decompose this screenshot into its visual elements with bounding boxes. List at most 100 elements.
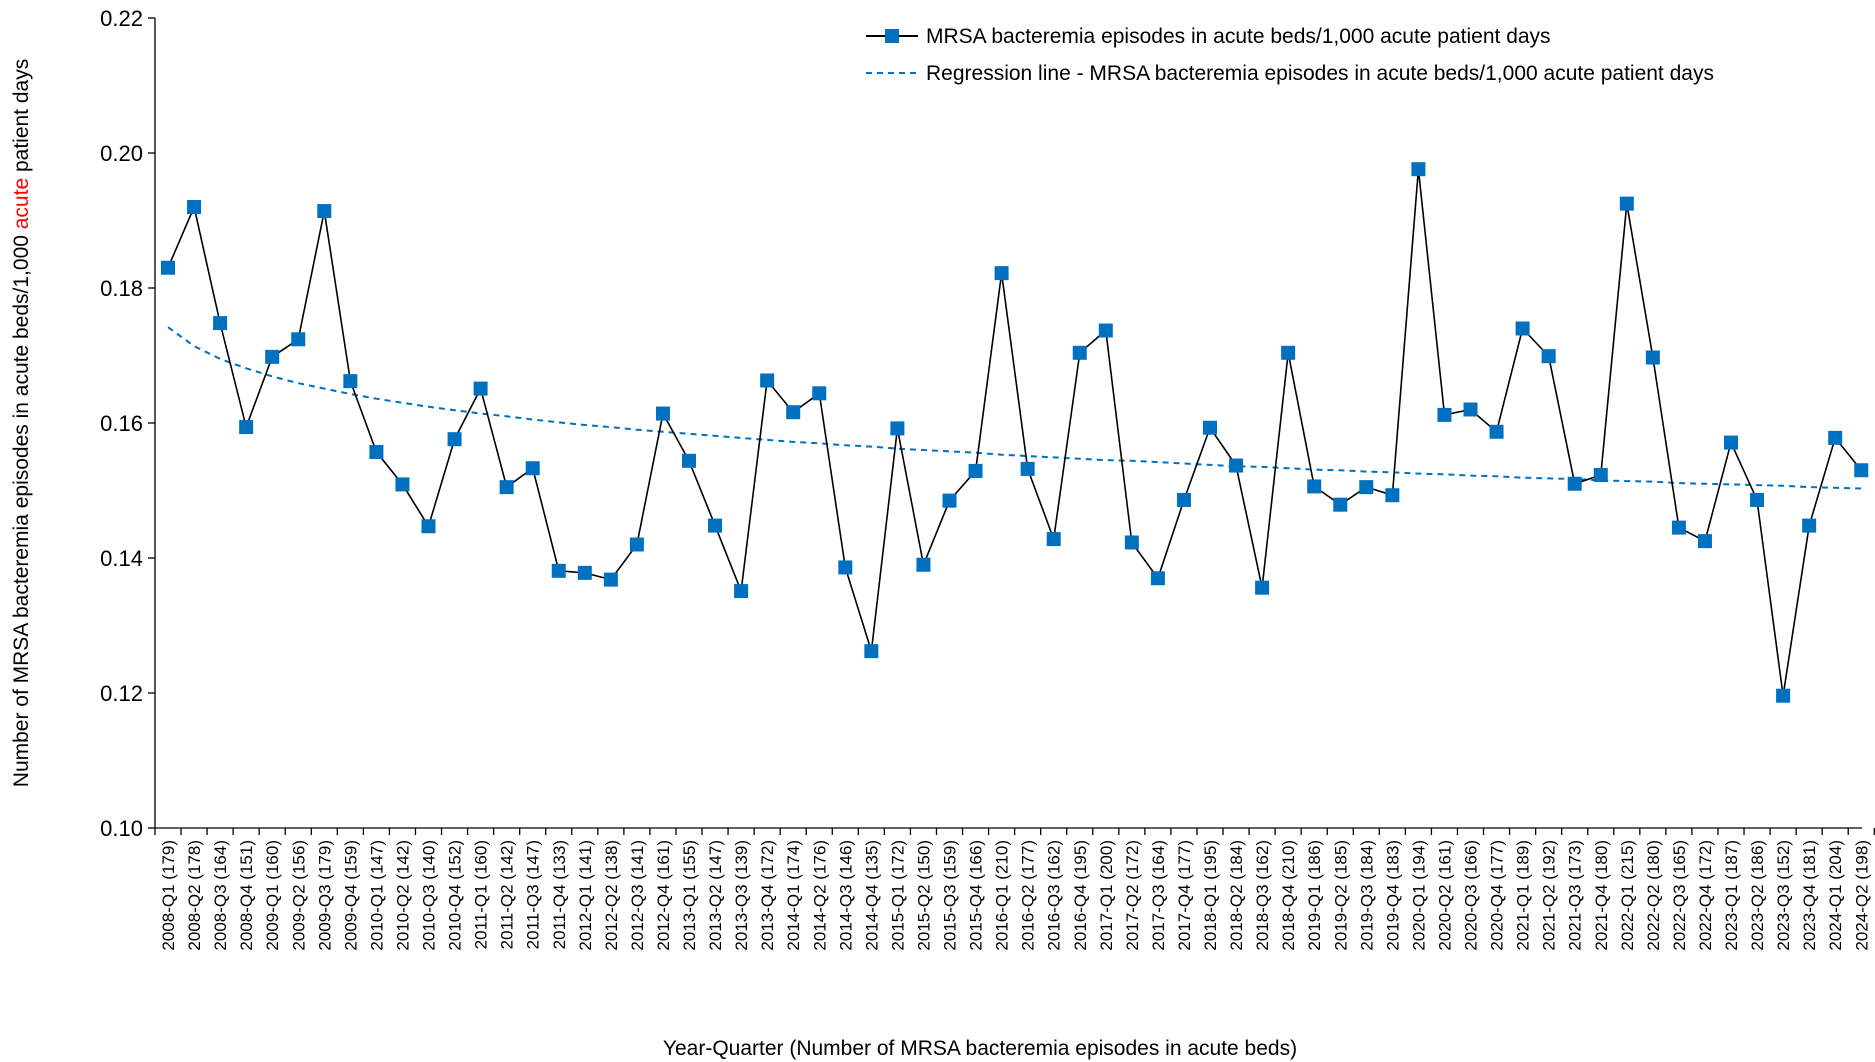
x-tick-label: 2023-Q1 (187): [1722, 840, 1741, 951]
data-point-marker: [1385, 488, 1400, 503]
x-tick-label: 2009-Q3 (179): [315, 840, 334, 951]
x-tick-label: 2011-Q1 (160): [472, 840, 491, 949]
x-tick-label: 2015-Q1 (172): [888, 840, 907, 951]
x-tick-label: 2014-Q2 (176): [810, 840, 829, 951]
x-tick-label: 2017-Q1 (200): [1097, 840, 1116, 951]
data-point-marker: [1645, 350, 1660, 365]
data-point-marker: [916, 557, 931, 572]
x-tick-label: 2016-Q4 (195): [1071, 840, 1090, 951]
data-point-marker: [1255, 580, 1270, 595]
legend-entry-observed: MRSA bacteremia episodes in acute beds/1…: [926, 25, 1551, 48]
data-point-marker: [786, 405, 801, 420]
data-point-marker: [864, 644, 879, 659]
data-point-marker: [421, 519, 436, 534]
data-point-marker: [291, 332, 306, 347]
legend-entry-regression: Regression line - MRSA bacteremia episod…: [926, 62, 1714, 85]
data-point-marker: [161, 260, 175, 275]
data-point-marker: [1124, 535, 1139, 550]
data-point-marker: [213, 316, 228, 331]
data-point-marker: [1411, 162, 1426, 177]
data-point-marker: [447, 432, 462, 447]
x-tick-label: 2020-Q3 (166): [1462, 840, 1481, 951]
y-axis-title-part-3: patient days: [10, 59, 33, 178]
x-tick-label: 2008-Q3 (164): [211, 840, 230, 951]
x-tick-label: 2008-Q2 (178): [185, 840, 204, 951]
x-tick-label: 2012-Q3 (141): [628, 840, 647, 951]
x-tick-label: 2008-Q4 (151): [237, 840, 256, 951]
data-point-marker: [265, 349, 280, 364]
data-point-marker: [1802, 518, 1817, 533]
x-tick-label: 2021-Q2 (192): [1540, 840, 1559, 951]
data-point-marker: [1020, 461, 1035, 476]
data-point-marker: [1750, 492, 1765, 507]
data-point-marker: [1489, 424, 1504, 439]
x-tick-label: 2017-Q2 (172): [1123, 840, 1142, 951]
data-point-marker: [1463, 402, 1478, 417]
data-point-marker: [1697, 534, 1712, 549]
y-tick-label: 0.16: [100, 411, 143, 436]
x-tick-label: 2008-Q1 (179): [159, 840, 178, 951]
data-point-marker: [890, 421, 905, 436]
data-point-marker: [1203, 420, 1217, 435]
x-tick-label: 2020-Q2 (161): [1435, 840, 1454, 951]
x-tick-label: 2009-Q4 (159): [341, 840, 360, 951]
data-point-marker: [1593, 467, 1608, 482]
legend: MRSA bacteremia episodes in acute beds/1…: [866, 25, 1714, 85]
x-tick-label: 2010-Q4 (152): [446, 840, 465, 951]
x-tick-label: 2019-Q2 (185): [1331, 840, 1350, 951]
y-tick-label: 0.10: [100, 816, 143, 841]
x-tick-label: 2014-Q4 (135): [862, 840, 881, 951]
data-point-marker: [1229, 458, 1244, 473]
data-point-marker: [968, 463, 983, 478]
data-point-marker: [551, 563, 566, 578]
x-tick-label: 2014-Q1 (174): [784, 840, 803, 951]
data-point-marker: [317, 204, 332, 219]
x-tick-label: 2023-Q3 (152): [1774, 840, 1793, 951]
data-point-marker: [187, 200, 202, 214]
legend-marker-line: [866, 29, 918, 43]
x-tick-label: 2022-Q1 (215): [1618, 840, 1637, 951]
data-point-marker: [1567, 476, 1582, 491]
data-point-marker: [1333, 497, 1348, 512]
y-tick-label: 0.20: [100, 141, 143, 166]
y-tick-label: 0.22: [100, 6, 143, 31]
data-point-marker: [1671, 520, 1686, 535]
x-tick-label: 2016-Q2 (177): [1019, 840, 1038, 951]
x-tick-label: 2011-Q2 (142): [498, 840, 517, 949]
x-tick-label: 2016-Q3 (162): [1045, 840, 1064, 951]
legend-marker-swatch: [885, 29, 899, 43]
y-tick-label: 0.12: [100, 681, 143, 706]
data-point-marker: [942, 493, 957, 508]
x-tick-label: 2018-Q3 (162): [1253, 840, 1272, 951]
x-tick-label: 2009-Q1 (160): [263, 840, 282, 951]
x-tick-label: 2018-Q2 (184): [1227, 840, 1246, 951]
x-tick-label: 2020-Q4 (177): [1488, 840, 1507, 951]
x-tick-label: 2024-Q2 (198): [1852, 840, 1871, 951]
data-point-marker: [343, 374, 358, 389]
data-point-marker: [682, 453, 696, 468]
data-point-marker: [239, 420, 254, 435]
x-tick-label: 2019-Q1 (186): [1305, 840, 1324, 951]
x-tick-label: 2022-Q4 (172): [1696, 840, 1715, 951]
x-tick-label: 2023-Q2 (186): [1748, 840, 1767, 951]
data-point-marker: [1098, 323, 1113, 338]
x-tick-label: 2011-Q3 (147): [524, 840, 543, 949]
x-tick-label: 2018-Q1 (195): [1201, 840, 1220, 951]
data-point-marker: [838, 560, 853, 575]
data-point-marker: [1437, 407, 1452, 422]
x-axis-title: Year-Quarter (Number of MRSA bacteremia …: [663, 1037, 1297, 1060]
data-point-marker: [1619, 196, 1634, 211]
data-point-marker: [629, 537, 644, 552]
data-point-marker: [1046, 532, 1061, 547]
x-tick-label: 2011-Q4 (133): [550, 840, 569, 949]
x-tick-label: 2024-Q1 (204): [1826, 840, 1845, 951]
x-tick-label: 2023-Q4 (181): [1800, 840, 1819, 951]
data-point-marker: [708, 518, 723, 533]
data-point-marker: [994, 266, 1009, 281]
data-point-marker: [395, 477, 410, 492]
x-tick-label: 2021-Q3 (173): [1566, 840, 1585, 951]
data-point-marker: [577, 565, 592, 580]
x-tick-label: 2015-Q2 (150): [914, 840, 933, 951]
x-tick-label: 2016-Q1 (210): [993, 840, 1012, 951]
